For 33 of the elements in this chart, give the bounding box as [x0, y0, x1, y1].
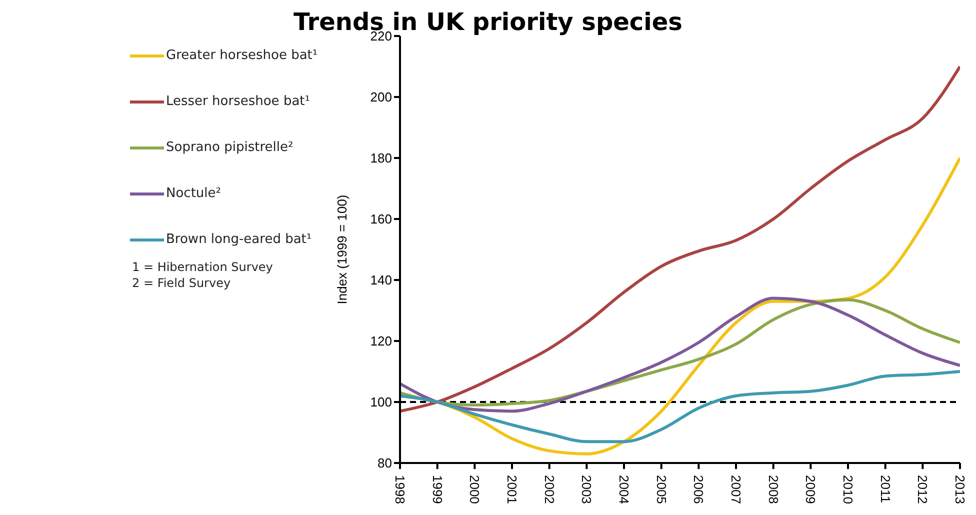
x-tick-label: 2004 — [616, 475, 632, 504]
x-tick-label: 2005 — [654, 475, 669, 504]
x-tick-label: 2013 — [952, 475, 968, 504]
x-tick-label: 2006 — [691, 475, 706, 504]
x-tick-label: 2001 — [504, 475, 520, 504]
x-tick-label: 2010 — [840, 475, 856, 504]
x-tick-label: 2003 — [579, 475, 594, 504]
x-tick-label: 1999 — [430, 475, 445, 504]
y-tick-label: 200 — [370, 90, 392, 105]
line-series — [400, 65, 960, 413]
legend-label: Lesser horseshoe bat¹ — [166, 94, 310, 109]
x-tick-label: 2011 — [878, 475, 893, 503]
y-tick-label: 100 — [370, 394, 392, 410]
legend-label: Brown long-eared bat¹ — [166, 232, 312, 247]
text: 2 = Field Survey — [132, 276, 231, 290]
y-tick-label: 80 — [378, 456, 392, 471]
x-tick-label: 2012 — [915, 475, 930, 504]
legend-label: Noctule² — [166, 186, 221, 201]
x-tick-label: 2000 — [467, 475, 482, 504]
x-tick-label: 2009 — [803, 475, 818, 504]
x-tick-label: 2007 — [728, 475, 744, 504]
y-tick-label: 160 — [370, 212, 392, 227]
x-tick-label: 2002 — [542, 475, 557, 504]
x-tick-label: 2008 — [766, 475, 781, 504]
y-tick-label: 120 — [370, 334, 392, 349]
legend-label: Greater horseshoe bat¹ — [166, 48, 318, 63]
legend-label: Soprano pipistrelle² — [166, 140, 294, 155]
y-tick-label: 140 — [370, 272, 392, 288]
text: 1 = Hibernation Survey — [132, 260, 273, 274]
y-axis-title: Index (1999 = 100) — [334, 194, 350, 304]
line-series — [400, 370, 960, 444]
y-tick-label: 180 — [370, 150, 392, 166]
x-tick-label: 1998 — [392, 475, 408, 504]
